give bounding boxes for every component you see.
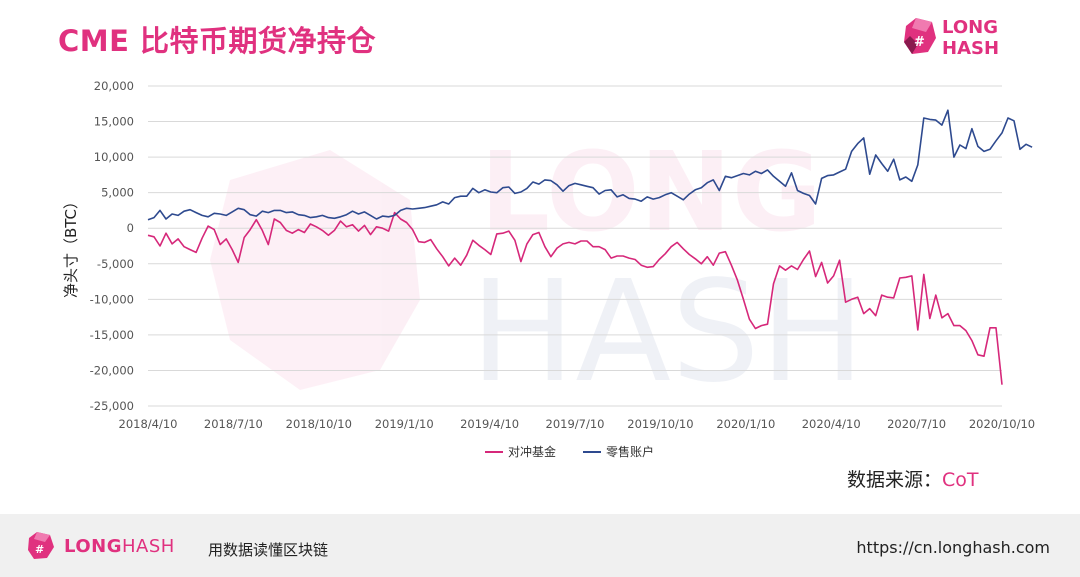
footer-brand-b: HASH [121, 536, 175, 557]
x-tick-label: 2019/4/10 [460, 417, 519, 431]
x-tick-label: 2020/4/10 [802, 417, 861, 431]
legend-label: 零售账户 [606, 444, 654, 459]
brand-logo: # LONG HASH [902, 16, 1012, 59]
y-axis-label: 净头寸（BTC） [62, 194, 80, 298]
y-tick-label: -15,000 [90, 328, 134, 342]
y-tick-label: -5,000 [97, 257, 134, 271]
footer-brand: LONGHASH [64, 536, 175, 557]
brand-line-1: LONG [942, 17, 998, 38]
brand-line-2: HASH [942, 38, 1000, 59]
footer-bar: # LONGHASH 用数据读懂区块链 https://cn.longhash.… [0, 514, 1080, 577]
data-source: 数据来源：CoT [847, 465, 979, 492]
footer-logo-icon: # [28, 532, 54, 559]
y-tick-label: -10,000 [90, 292, 134, 306]
footer-url[interactable]: https://cn.longhash.com [856, 538, 1050, 557]
x-tick-label: 2020/1/10 [716, 417, 775, 431]
svg-text:#: # [35, 543, 44, 556]
brand-logo-icon: # [904, 18, 936, 54]
svg-text:#: # [914, 35, 925, 50]
y-tick-label: 0 [127, 221, 134, 235]
y-tick-label: -20,000 [90, 363, 134, 377]
data-source-value: CoT [942, 469, 979, 491]
footer-slogan: 用数据读懂区块链 [208, 541, 329, 559]
x-tick-label: 2020/7/10 [887, 417, 946, 431]
series-line [147, 211, 1003, 385]
page-title: CME 比特币期货净持仓 [58, 24, 377, 58]
x-tick-label: 2019/7/10 [546, 417, 605, 431]
x-tick-label: 2019/10/10 [627, 417, 693, 431]
data-source-label: 数据来源： [847, 469, 943, 491]
y-tick-label: 10,000 [94, 150, 134, 164]
y-tick-label: 5,000 [101, 186, 134, 200]
legend-label: 对冲基金 [508, 444, 556, 459]
x-tick-label: 2020/10/10 [969, 417, 1035, 431]
x-tick-label: 2018/7/10 [204, 417, 263, 431]
y-tick-label: 15,000 [94, 115, 134, 129]
net-position-chart: 20,000 15,000 10,000 5,000 0 -5,000 -10,000 -15… [62, 79, 1035, 459]
y-tick-label: -25,000 [90, 399, 134, 413]
x-tick-label: 2018/10/10 [286, 417, 352, 431]
footer-brand-a: LONG [64, 536, 122, 557]
y-tick-label: 20,000 [94, 79, 134, 93]
x-tick-label: 2018/4/10 [119, 417, 178, 431]
series-line [147, 109, 1033, 221]
x-tick-label: 2019/1/10 [375, 417, 434, 431]
